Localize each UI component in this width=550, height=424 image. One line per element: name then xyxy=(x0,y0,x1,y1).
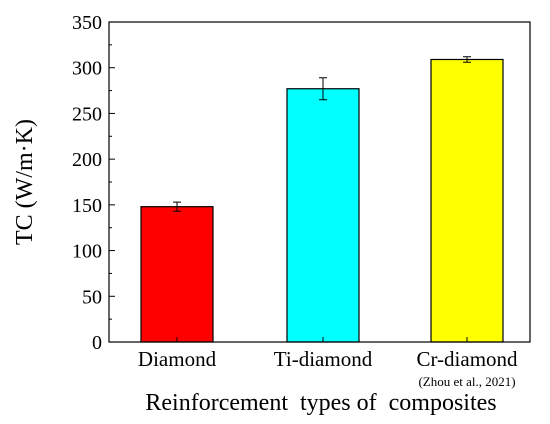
bar-cr-diamond xyxy=(430,58,504,343)
x-tick-label-ti-diamond: Ti-diamond xyxy=(274,347,373,371)
x-tick-label-diamond: Diamond xyxy=(138,347,217,371)
y-tick-label: 0 xyxy=(92,332,102,354)
y-axis-title: TC (W/m·K) xyxy=(12,119,38,245)
y-tick-label: 100 xyxy=(72,241,102,263)
y-tick-label: 50 xyxy=(82,286,102,308)
x-axis-title: Reinforcement types of composites xyxy=(145,390,496,416)
bar-ti-diamond xyxy=(286,88,360,343)
cr-diamond-source-note: (Zhou et al., 2021) xyxy=(418,374,515,389)
y-tick-label: 150 xyxy=(72,195,102,217)
bars-layer xyxy=(140,56,504,343)
x-tick-label-cr-diamond: Cr-diamond xyxy=(416,347,518,371)
y-tick-label: 200 xyxy=(72,149,102,171)
bar-diamond xyxy=(140,206,214,343)
axes-layer: 0 50 100 150 200 250 300 350 Diamond Ti-diamond Cr… xyxy=(72,12,531,371)
y-tick-label: 350 xyxy=(72,12,102,34)
y-tick-label: 300 xyxy=(72,58,102,80)
y-tick-label: 250 xyxy=(72,103,102,125)
